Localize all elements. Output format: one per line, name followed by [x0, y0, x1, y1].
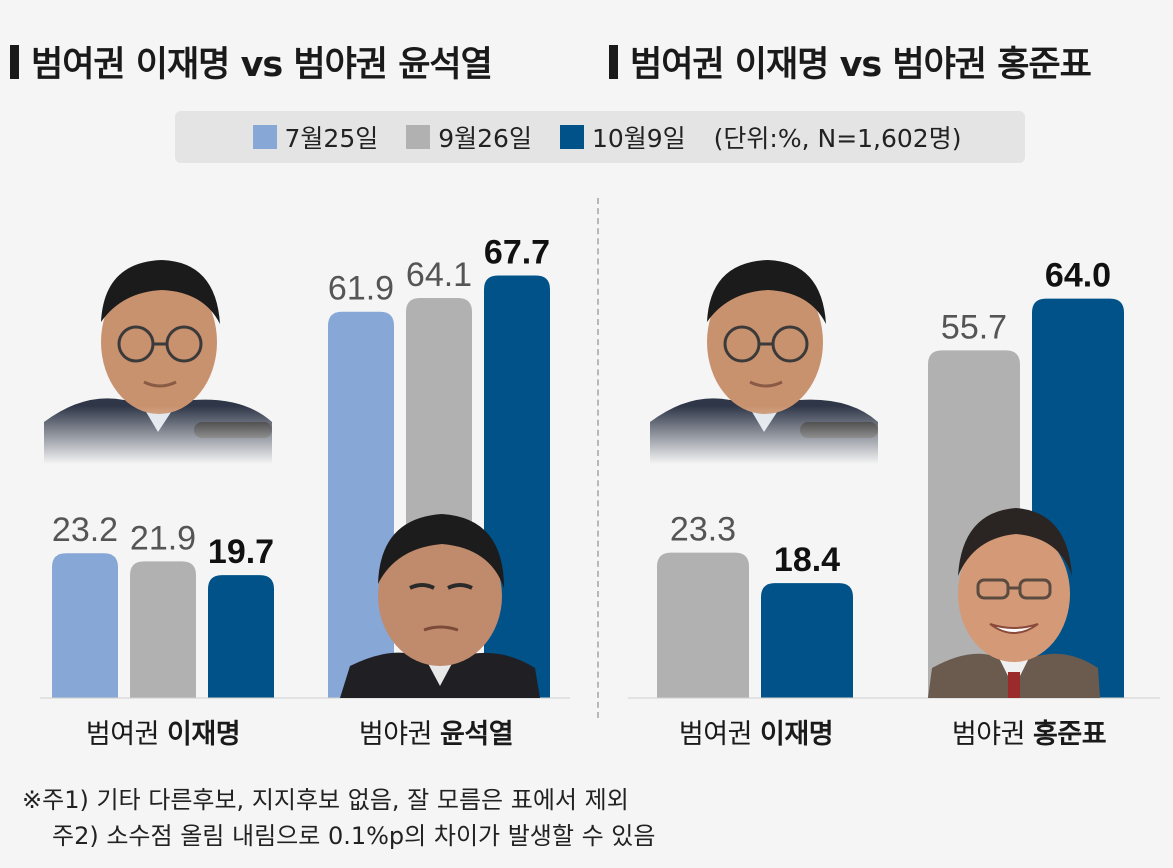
value-label-p1-c2-s2: 64.1 — [406, 256, 472, 294]
bar-p1-c2-s1 — [328, 311, 394, 698]
chart-title-left: 범여권 이재명 vs 범야권 윤석열 — [10, 36, 493, 87]
bar-p1-c1-s1 — [52, 553, 118, 698]
portrait-lee-left-image — [44, 232, 272, 464]
category-prefix: 범야권 — [951, 719, 1026, 750]
category-name: 홍준표 — [1033, 719, 1107, 750]
footnote-2: 주2) 소수점 올림 내림으로 0.1%p의 차이가 발생할 수 있음 — [52, 822, 656, 850]
legend-unit: (단위:%, N=1,602명) — [713, 124, 962, 153]
value-label-p1-c1-s1: 23.2 — [52, 511, 118, 549]
panel-divider — [597, 198, 599, 718]
legend-swatch-1 — [252, 125, 277, 149]
bar-p1-c1-s2 — [130, 561, 196, 698]
category-name: 이재명 — [760, 719, 834, 750]
category-name: 이재명 — [167, 719, 241, 750]
legend-label-2: 9월26일 — [438, 124, 532, 153]
portrait-hong — [928, 492, 1100, 698]
category-label-left-1: 범여권 이재명 — [85, 712, 241, 751]
legend-swatch-2 — [406, 125, 431, 149]
portrait-yoon-image — [340, 514, 540, 698]
portrait-yoon — [340, 496, 540, 698]
legend-item-3: 10월9일 — [559, 119, 686, 155]
chart-title-left-text: 범여권 이재명 vs 범야권 윤석열 — [31, 45, 493, 85]
footnotes: ※주1) 기타 다른후보, 지지후보 없음, 잘 모름은 표에서 제외 주2) … — [22, 782, 655, 854]
value-label-p1-c1-s2: 21.9 — [130, 519, 196, 557]
chart-title-right: 범여권 이재명 vs 범야권 홍준표 — [609, 36, 1092, 87]
legend-swatch-3 — [559, 125, 584, 149]
portrait-lee-right-image — [650, 232, 878, 464]
portrait-lee-left — [44, 232, 272, 464]
legend-item-1: 7월25일 — [252, 119, 379, 155]
legend: 7월25일 9월26일 10월9일 (단위:%, N=1,602명) — [175, 111, 1025, 163]
category-name: 윤석열 — [440, 719, 514, 750]
legend-label-1: 7월25일 — [284, 124, 379, 153]
title-marker — [10, 44, 19, 79]
title-marker — [609, 44, 618, 79]
value-label-p2-c2-s2: 64.0 — [1045, 257, 1111, 295]
legend-item-2: 9월26일 — [406, 119, 532, 155]
bar-p2-c1-s1 — [657, 552, 749, 698]
value-label-p2-c1-s2: 18.4 — [774, 541, 840, 579]
footnote-1: ※주1) 기타 다른후보, 지지후보 없음, 잘 모름은 표에서 제외 — [22, 786, 629, 814]
category-label-right-2: 범야권 홍준표 — [951, 712, 1107, 751]
category-prefix: 범야권 — [358, 719, 433, 750]
value-label-p2-c2-s1: 55.7 — [941, 308, 1007, 346]
portrait-lee-right — [650, 232, 878, 464]
bar-p1-c1-s3 — [208, 575, 274, 698]
legend-label-3: 10월9일 — [591, 124, 686, 153]
bar-p2-c1-s2 — [761, 583, 853, 698]
chart-title-right-text: 범여권 이재명 vs 범야권 홍준표 — [630, 45, 1092, 85]
portrait-hong-image — [928, 508, 1100, 698]
value-label-p2-c1-s1: 23.3 — [670, 511, 736, 549]
category-label-right-1: 범여권 이재명 — [678, 712, 834, 751]
value-label-p1-c2-s1: 61.9 — [328, 270, 394, 308]
value-label-p1-c1-s3: 19.7 — [208, 533, 274, 571]
category-prefix: 범여권 — [85, 719, 160, 750]
category-prefix: 범여권 — [678, 719, 753, 750]
category-label-left-2: 범야권 윤석열 — [358, 712, 514, 751]
value-label-p1-c2-s3: 67.7 — [484, 234, 550, 272]
